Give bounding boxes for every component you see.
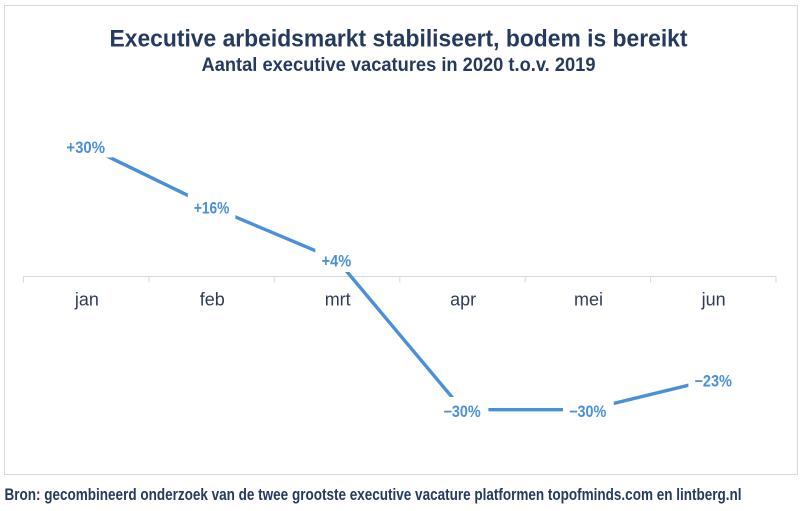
svg-text:+30%: +30% — [66, 139, 105, 157]
svg-text:jan: jan — [74, 290, 99, 310]
svg-text:+16%: +16% — [194, 199, 230, 217]
svg-text:−30%: −30% — [444, 403, 482, 421]
svg-text:Executive arbeidsmarkt stabili: Executive arbeidsmarkt stabiliseert, bod… — [110, 26, 688, 53]
svg-text:+4%: +4% — [322, 252, 352, 270]
svg-text:jun: jun — [701, 290, 726, 310]
svg-text:−30%: −30% — [569, 403, 607, 421]
svg-text:Bron: gecombineerd onderzoek v: Bron: gecombineerd onderzoek van de twee… — [5, 486, 742, 504]
svg-text:mrt: mrt — [325, 290, 351, 310]
svg-text:apr: apr — [450, 290, 476, 310]
svg-text:−23%: −23% — [694, 372, 732, 390]
svg-text:Aantal executive vacatures in: Aantal executive vacatures in 2020 t.o.v… — [202, 55, 596, 76]
svg-text:feb: feb — [200, 290, 225, 310]
svg-text:mei: mei — [574, 290, 603, 310]
